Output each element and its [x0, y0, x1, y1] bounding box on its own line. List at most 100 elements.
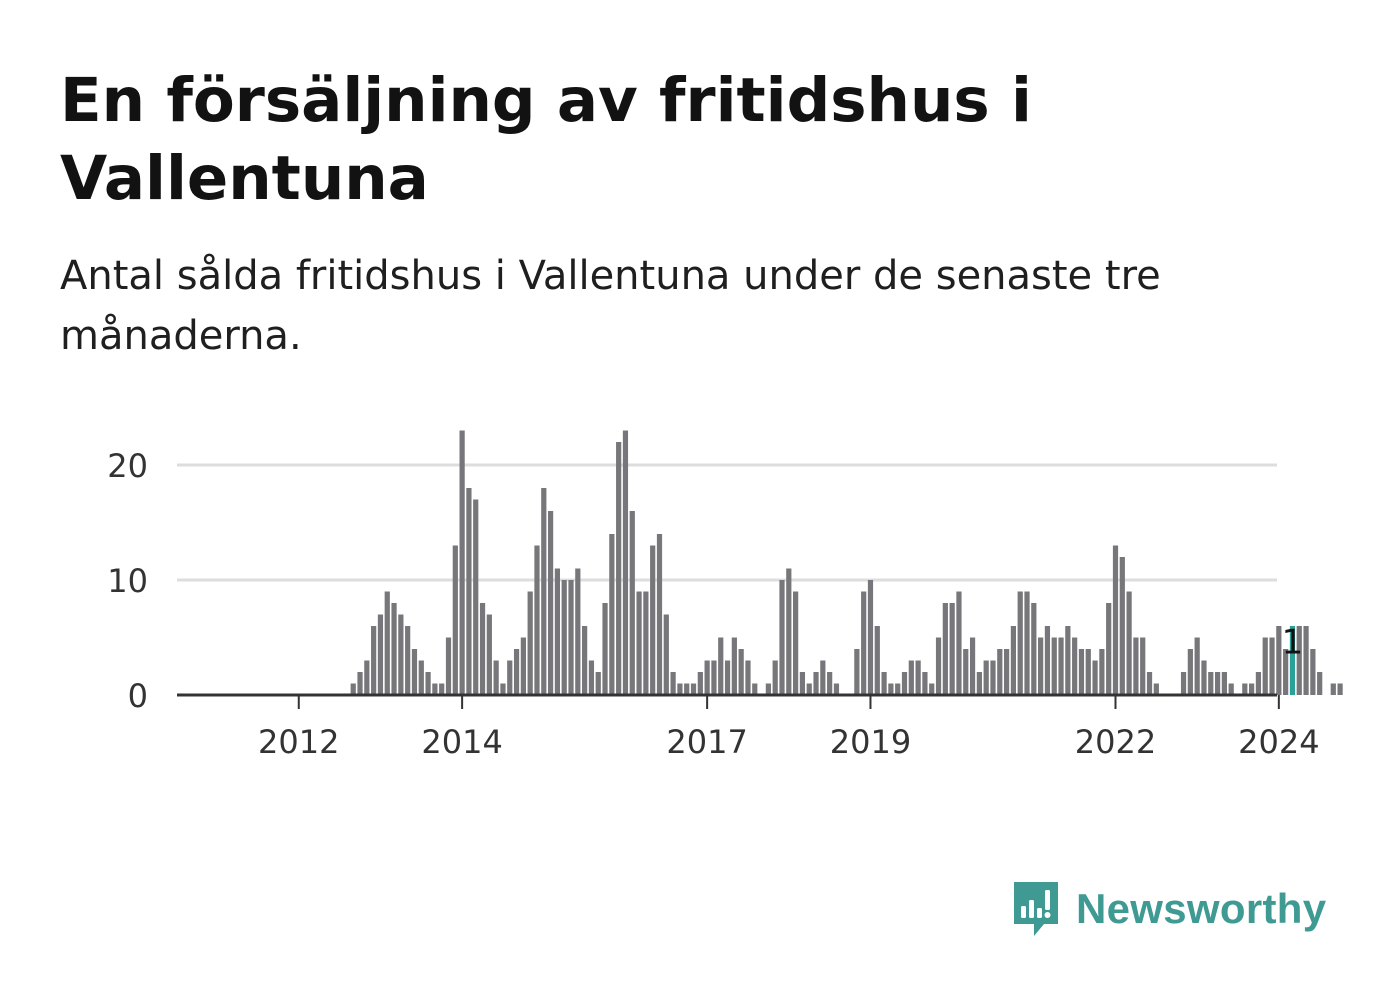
bar [684, 683, 690, 695]
bar [452, 545, 458, 695]
bar [432, 683, 438, 695]
bar [357, 672, 363, 695]
bar [466, 488, 472, 695]
bar [956, 591, 962, 695]
bar [1140, 637, 1146, 695]
bar [1146, 672, 1153, 695]
bar [799, 672, 806, 695]
bar [1201, 660, 1207, 695]
bar [384, 591, 390, 695]
x-tick-label: 2019 [830, 723, 911, 761]
bar [1024, 591, 1030, 695]
bar [1242, 683, 1248, 695]
bar [963, 649, 969, 695]
bar [616, 442, 622, 695]
bar [1330, 683, 1336, 695]
bar [1058, 637, 1064, 695]
bar [1337, 683, 1343, 695]
brand-logo[interactable]: Newsworthy [1010, 878, 1326, 940]
bar [820, 660, 826, 695]
bar [1249, 683, 1255, 695]
bar [833, 683, 840, 695]
bar [527, 591, 533, 695]
bar [724, 660, 731, 695]
newsworthy-logo-icon [1014, 882, 1058, 936]
bar [1317, 672, 1323, 695]
bar [1003, 649, 1010, 695]
bar [990, 660, 996, 695]
bar [738, 649, 744, 695]
bar [486, 614, 492, 695]
bar [929, 683, 935, 695]
bar [541, 488, 547, 695]
brand-name: Newsworthy [1076, 885, 1327, 932]
bar [602, 603, 608, 695]
highlight-bar [1289, 626, 1296, 695]
bar [629, 511, 635, 695]
bar [690, 683, 697, 695]
bar [765, 683, 771, 695]
bar [793, 591, 799, 695]
bar [1038, 637, 1044, 695]
bar [854, 649, 860, 695]
x-tick-label: 2014 [421, 723, 502, 761]
bar [908, 660, 914, 695]
bar-chart: 0 10 20 2012 2014 2017 2019 2022 2024 1 [107, 430, 1343, 761]
bar [1187, 649, 1193, 695]
bar [1208, 672, 1214, 695]
bar [786, 568, 792, 695]
bar [575, 568, 581, 695]
bar [1194, 637, 1200, 695]
bar [405, 626, 411, 695]
bar [704, 660, 710, 695]
bar [439, 683, 445, 695]
bar [1119, 557, 1125, 695]
bar [915, 660, 921, 695]
bar [976, 672, 982, 695]
bar [711, 660, 717, 695]
bar [922, 672, 928, 695]
bar [1133, 637, 1139, 695]
bar [1112, 545, 1119, 695]
bar [500, 683, 506, 695]
bar [1106, 603, 1112, 695]
bar [493, 660, 499, 695]
bar [656, 534, 663, 695]
bar [350, 683, 356, 695]
y-tick-label: 0 [128, 677, 148, 715]
bar [1072, 637, 1078, 695]
bar [445, 637, 452, 695]
bar [1303, 626, 1309, 695]
bar [650, 545, 656, 695]
bar [1276, 626, 1282, 695]
bar [507, 660, 513, 695]
bar [1099, 649, 1105, 695]
bar [827, 672, 833, 695]
chart-title: En försäljning av fritidshus i Vallentun… [60, 65, 1032, 214]
bar [1214, 672, 1221, 695]
bar [1092, 660, 1098, 695]
bar [411, 649, 418, 695]
bar [997, 649, 1003, 695]
bar [520, 637, 526, 695]
chart-subtitle: Antal sålda fritidshus i Vallentuna unde… [60, 253, 1161, 359]
bar [772, 660, 778, 695]
bar [731, 637, 737, 695]
bar [1296, 626, 1302, 695]
bar [459, 430, 465, 695]
x-tick-label: 2022 [1075, 723, 1156, 761]
bar [949, 603, 955, 695]
bar [806, 683, 812, 695]
bar [364, 660, 370, 695]
bar [935, 637, 942, 695]
highlight-data-label: 1 [1282, 623, 1304, 663]
bar [1180, 672, 1187, 695]
bar [969, 637, 976, 695]
bar [867, 580, 874, 695]
bar [513, 649, 520, 695]
x-tick-label: 2024 [1238, 723, 1319, 761]
bar [881, 672, 887, 695]
bar [595, 672, 601, 695]
bar [561, 580, 567, 695]
bar [371, 626, 377, 695]
